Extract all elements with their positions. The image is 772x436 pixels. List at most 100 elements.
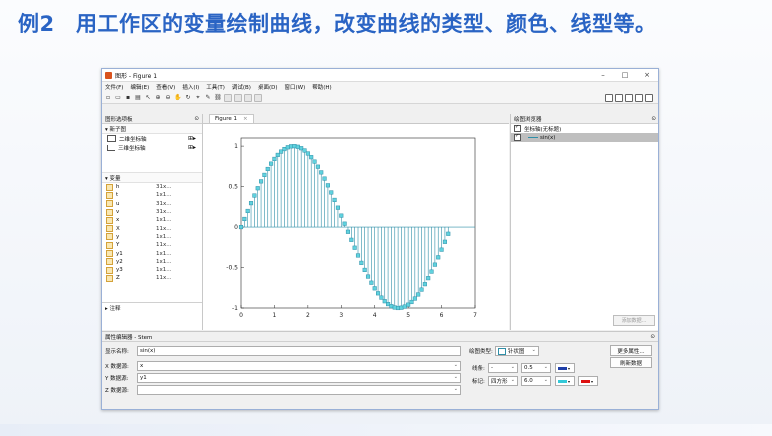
checkbox-sin[interactable] (514, 133, 521, 141)
variable-name: h (116, 184, 120, 191)
stem-marker (439, 247, 444, 252)
maximize-button[interactable]: □ (621, 71, 629, 79)
variable-name: Y (116, 242, 120, 249)
variable-item[interactable]: y 1x1... (102, 233, 202, 241)
menu-bar: 文件(F) 编辑(E) 查看(V) 插入(I) 工具(T) 调试(B) 桌面(D… (102, 82, 658, 330)
save-icon[interactable]: ▪ (125, 94, 131, 101)
y-source-select[interactable]: y1 ⌄ (137, 373, 461, 383)
browser-item-axes[interactable]: 坐标轴(无标题) (511, 124, 658, 133)
variable-item[interactable]: v 31x... (102, 208, 202, 216)
menu-file[interactable]: 文件(F) (105, 85, 124, 91)
plot-type-select[interactable]: 针状图 ⌄ (494, 346, 539, 356)
menu-view[interactable]: 查看(V) (156, 85, 176, 91)
print-icon[interactable]: ▤ (135, 94, 141, 101)
variable-item[interactable]: u 31x... (102, 200, 202, 208)
add-grid-icon[interactable]: ⊞▸ (187, 135, 196, 142)
new-subplot-section[interactable]: ▾ 新子图 (102, 124, 202, 134)
zoom-out-icon[interactable]: ⊖ (165, 94, 171, 101)
pan-icon[interactable]: ✋ (174, 94, 182, 101)
menu-window[interactable]: 窗口(W) (284, 85, 306, 91)
data-cursor-icon[interactable]: ⌖ (196, 93, 200, 101)
subplot-3d-item[interactable]: 三维坐标轴 ⊞▸ (102, 143, 202, 152)
line-label: 线条: (472, 366, 485, 372)
axes-label: 坐标轴(无标题) (524, 126, 562, 133)
variable-item[interactable]: X 11x... (102, 224, 202, 233)
menu-desktop[interactable]: 桌面(D) (257, 85, 278, 91)
variable-icon (106, 208, 113, 216)
variable-item[interactable]: y1 1x1... (102, 249, 202, 258)
marker-select[interactable]: 四方形 ⌄ (488, 376, 518, 386)
stem-marker (292, 144, 297, 149)
stem-marker (265, 166, 270, 172)
link-icon[interactable]: ⛓ (214, 94, 222, 101)
minimize-button[interactable]: – (601, 71, 605, 79)
toolbar: ▫ ▭ ▪ ▤ ↖ ⊕ ⊖ ✋ ↻ ⌖ ✎ ⛓ (102, 92, 658, 104)
layout-tile-icon[interactable] (605, 93, 613, 102)
stem-marker (315, 164, 320, 169)
close-button[interactable]: × (644, 71, 650, 79)
marker-size-select[interactable]: 6.0 ⌄ (521, 376, 551, 386)
hide-tools-icon[interactable] (244, 93, 252, 102)
line-width-select[interactable]: 0.5 ⌄ (521, 363, 551, 373)
layout-max-icon[interactable] (645, 93, 653, 102)
menu-insert[interactable]: 插入(I) (182, 85, 200, 91)
open-file-icon[interactable]: ▭ (115, 94, 121, 101)
checkbox-axes[interactable] (514, 124, 521, 132)
variable-size: 31x... (156, 184, 172, 191)
x-tick-label: 3 (339, 312, 343, 319)
zoom-in-icon[interactable]: ⊕ (155, 94, 161, 101)
add-data-button[interactable]: 添加数据... (613, 315, 655, 326)
show-tools-icon[interactable] (254, 93, 262, 102)
variable-item[interactable]: Z 11x... (102, 274, 202, 282)
refresh-data-button[interactable]: 刷新数据 (610, 357, 652, 368)
stem-marker (446, 231, 451, 236)
display-name-input[interactable]: sin(x) (137, 346, 461, 356)
new-figure-icon[interactable]: ▫ (105, 94, 111, 101)
x-source-value: x (140, 363, 144, 369)
close-tab-icon[interactable]: × (243, 116, 248, 122)
layout-float-icon[interactable] (635, 93, 643, 102)
variables-section[interactable]: ▾ 变量 (102, 173, 202, 183)
line-style-select[interactable]: - ⌄ (488, 363, 518, 373)
marker-edge-color-button[interactable]: ▾ (578, 376, 598, 386)
panel-menu-icon[interactable]: ⊙ (194, 115, 199, 122)
layout-columns-icon[interactable] (615, 93, 623, 102)
annotation-section[interactable]: ▸ 注释 (102, 303, 202, 312)
variable-item[interactable]: t 1x1... (102, 191, 202, 199)
figure-area: Figure 1 × 1 0.5 0 -0.5 -1 0 1 2 3 4 5 6 7 (203, 114, 509, 330)
line-color-button[interactable]: ▾ (555, 363, 575, 373)
stem-marker (406, 302, 411, 307)
stem-marker (269, 161, 274, 166)
menu-tools[interactable]: 工具(T) (206, 85, 225, 91)
menu-edit[interactable]: 编辑(E) (130, 85, 150, 91)
browser-item-sin[interactable]: sin(x) (511, 133, 658, 142)
variable-item[interactable]: x 1x1... (102, 216, 202, 224)
variable-item[interactable]: Y 11x... (102, 241, 202, 249)
menu-help[interactable]: 帮助(H) (312, 85, 332, 91)
z-source-select[interactable]: ⌄ (137, 385, 461, 395)
legend-icon[interactable] (234, 93, 242, 102)
menu-debug[interactable]: 调试(B) (231, 85, 251, 91)
property-editor-title: 属性编辑器 - Stem (105, 334, 153, 341)
brush-icon[interactable]: ✎ (205, 94, 211, 101)
layout-rows-icon[interactable] (625, 93, 633, 102)
x-source-select[interactable]: x ⌄ (137, 361, 461, 371)
stem-marker (319, 170, 324, 175)
subplot-2d-item[interactable]: 二维坐标轴 ⊞▸ (102, 134, 202, 143)
colorbar-icon[interactable] (224, 93, 232, 102)
variable-item[interactable]: y3 1x1... (102, 266, 202, 274)
panel-menu-icon[interactable]: ⊙ (650, 333, 655, 340)
variable-item[interactable]: h 31x... (102, 183, 202, 191)
edit-plot-icon[interactable]: ↖ (145, 94, 151, 101)
panel-menu-icon[interactable]: ⊙ (651, 115, 656, 122)
variable-icon (106, 216, 113, 224)
rotate-icon[interactable]: ↻ (185, 94, 191, 101)
variable-item[interactable]: y2 1x1... (102, 258, 202, 266)
tab-figure-1[interactable]: Figure 1 × (209, 114, 254, 123)
marker-size-value: 6.0 (524, 378, 533, 384)
add-grid-icon[interactable]: ⊞▸ (187, 144, 196, 151)
marker-face-color-button[interactable]: ▾ (555, 376, 575, 386)
stem-plot[interactable]: 10.50-0.5-10 1 2 3 4 5 6 7 (203, 124, 509, 330)
y-tick-label: 1 (234, 143, 238, 150)
more-properties-button[interactable]: 更多属性... (610, 345, 652, 356)
